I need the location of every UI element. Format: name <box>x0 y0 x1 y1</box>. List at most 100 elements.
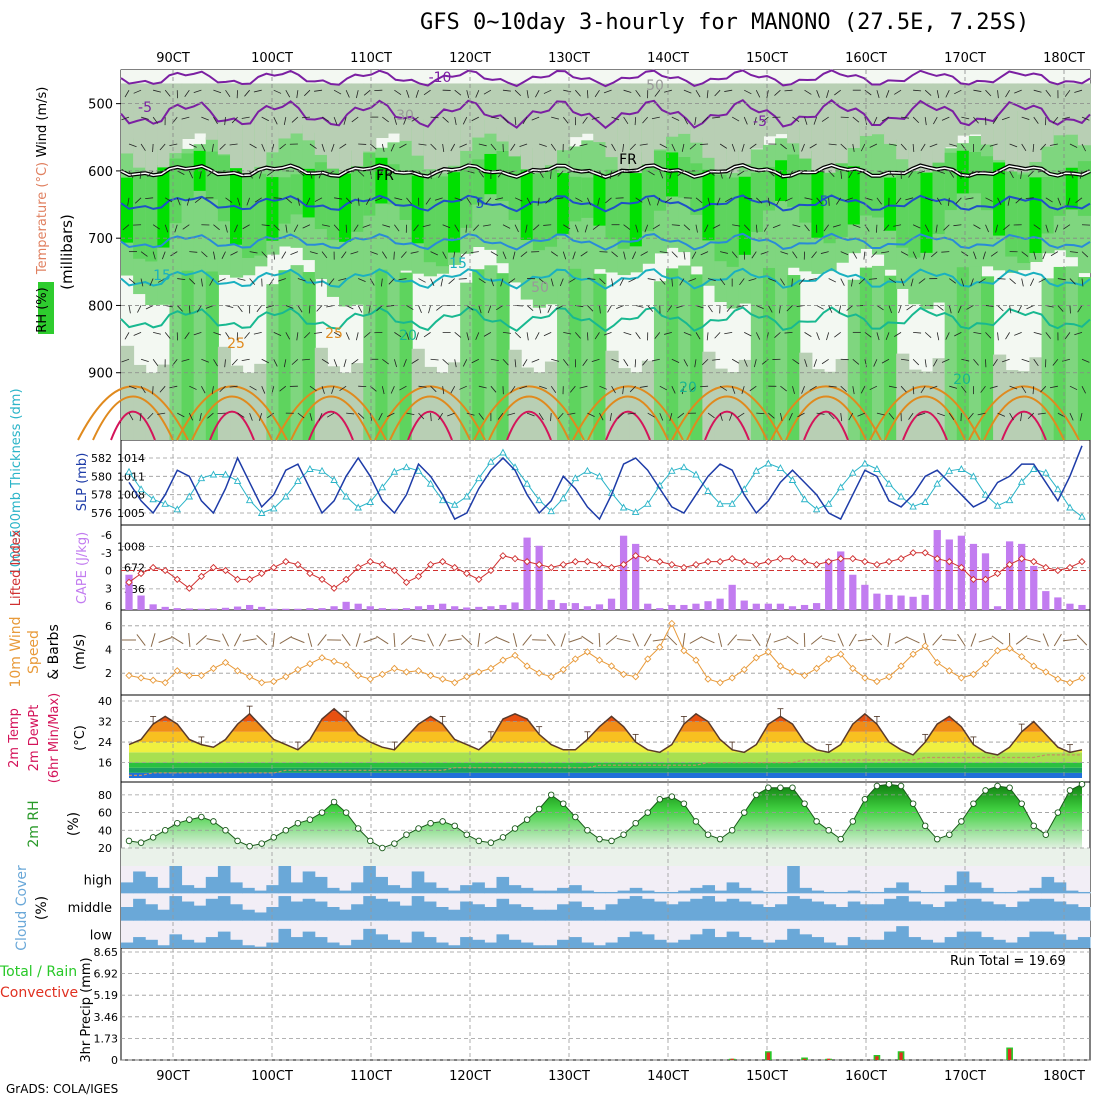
wind-barb <box>454 89 462 96</box>
wind-barb <box>490 251 499 256</box>
wind10-line-point <box>969 670 978 678</box>
cloud-cell-middle <box>157 909 170 921</box>
warm-dome-contour <box>389 395 471 441</box>
cape-bar <box>680 604 688 610</box>
thickness-line-point <box>800 495 809 503</box>
rh-band <box>993 83 1007 160</box>
wind-barb <box>1033 251 1037 260</box>
cloud-cell-middle <box>617 898 631 921</box>
cloud-cell-middle <box>690 898 703 921</box>
wind10-line-point <box>619 670 628 678</box>
cloud-axis-label-1: Cloud Cover <box>14 865 30 951</box>
wind-barb <box>848 170 854 179</box>
cloud-cell-middle <box>1065 904 1079 921</box>
wind10-barb <box>341 634 351 646</box>
wind-barb <box>716 197 721 206</box>
wind-barb <box>430 278 435 286</box>
wind10-line-point <box>342 661 350 669</box>
wind-barb <box>510 385 516 394</box>
wind-barb <box>459 143 467 148</box>
cloud-row-label: low <box>90 928 113 943</box>
thickness-line-point <box>463 492 471 500</box>
cloud-cell-low <box>1053 934 1067 948</box>
rh-line-point <box>318 809 326 816</box>
wind10-barb <box>894 636 908 644</box>
rh2m-axis-label-1: 2m RH <box>26 800 42 847</box>
temp-bands <box>129 708 1082 778</box>
cloud-cell-high <box>448 890 461 894</box>
precip-conv-bar <box>730 1058 734 1060</box>
wind-barb <box>597 197 600 206</box>
wind-barb <box>1081 251 1089 258</box>
wind-barb <box>609 170 612 179</box>
wind-barb <box>936 90 940 99</box>
wind-barb <box>659 251 668 254</box>
cape-bar <box>993 606 1002 610</box>
wind-barb <box>563 89 572 93</box>
wind-barb <box>848 412 854 421</box>
rh-band <box>181 153 195 201</box>
temp-tick-label: 40 <box>98 695 112 708</box>
wind-barb <box>948 305 952 314</box>
cloud-cell-middle <box>738 901 752 921</box>
temp-tick-label: 16 <box>98 757 112 770</box>
temp-axis-label-4: (°C) <box>73 725 88 751</box>
rh-band <box>314 162 328 230</box>
wind-barb <box>122 224 130 231</box>
wind-barb <box>318 412 323 421</box>
rh-band <box>775 160 789 202</box>
wind-barb <box>495 197 504 201</box>
wind10-barb <box>496 636 510 644</box>
wind-barb <box>400 251 407 258</box>
rh-band <box>387 83 401 134</box>
wind-barb <box>137 305 142 313</box>
wind-barb <box>639 143 648 146</box>
cloud-cell-middle <box>823 904 837 921</box>
wind-barb <box>1050 251 1059 257</box>
rh-band <box>593 273 607 440</box>
wind-barb <box>852 386 855 395</box>
wind10-line-point <box>173 667 181 675</box>
rh-band <box>1065 167 1079 210</box>
wind10-line-point <box>318 654 326 662</box>
thickness-line-point <box>535 496 543 504</box>
cape-bar <box>873 593 881 610</box>
rh-band <box>762 83 777 137</box>
bottom-time-tick: 140CT <box>647 1069 689 1084</box>
wind-barb <box>1001 358 1010 363</box>
wind-barb <box>836 197 842 205</box>
wind-barb <box>386 305 395 307</box>
wind-barb <box>370 143 377 150</box>
rh-band <box>496 83 510 142</box>
wind10-barb <box>751 633 761 647</box>
wind-barb <box>440 278 444 287</box>
wind-barb <box>1040 143 1047 151</box>
wind-barb <box>676 305 685 309</box>
wind-barb <box>193 89 202 94</box>
cloud-cell-high <box>411 871 425 894</box>
rh-band <box>1065 266 1079 440</box>
wind-barb <box>145 305 154 310</box>
temp-axis-label-3: (6hr Min/Max) <box>47 693 62 783</box>
lifted-line-point <box>571 557 579 566</box>
cloud-cell-low <box>1029 931 1043 948</box>
wind-barb <box>1020 170 1023 179</box>
temp-line <box>128 707 1083 756</box>
cloud-cell-high <box>678 890 691 894</box>
wind10-barb <box>233 633 242 647</box>
rh-band <box>714 83 728 171</box>
wind-barb <box>888 143 897 146</box>
cloud-cell-low <box>496 934 510 948</box>
lifted-line-point <box>318 575 326 584</box>
wind-barb <box>261 116 270 122</box>
warm-dome-contour <box>803 410 849 441</box>
wind-barb <box>707 170 715 176</box>
cape-axis-label: CAPE (J/kg) <box>75 532 90 604</box>
wind-barb <box>935 224 938 233</box>
contour-label: 50 <box>531 280 549 296</box>
warm-dome-contour <box>290 395 372 441</box>
wind-barb <box>333 332 342 337</box>
wind-barb <box>258 412 263 421</box>
rh-band <box>702 83 716 158</box>
